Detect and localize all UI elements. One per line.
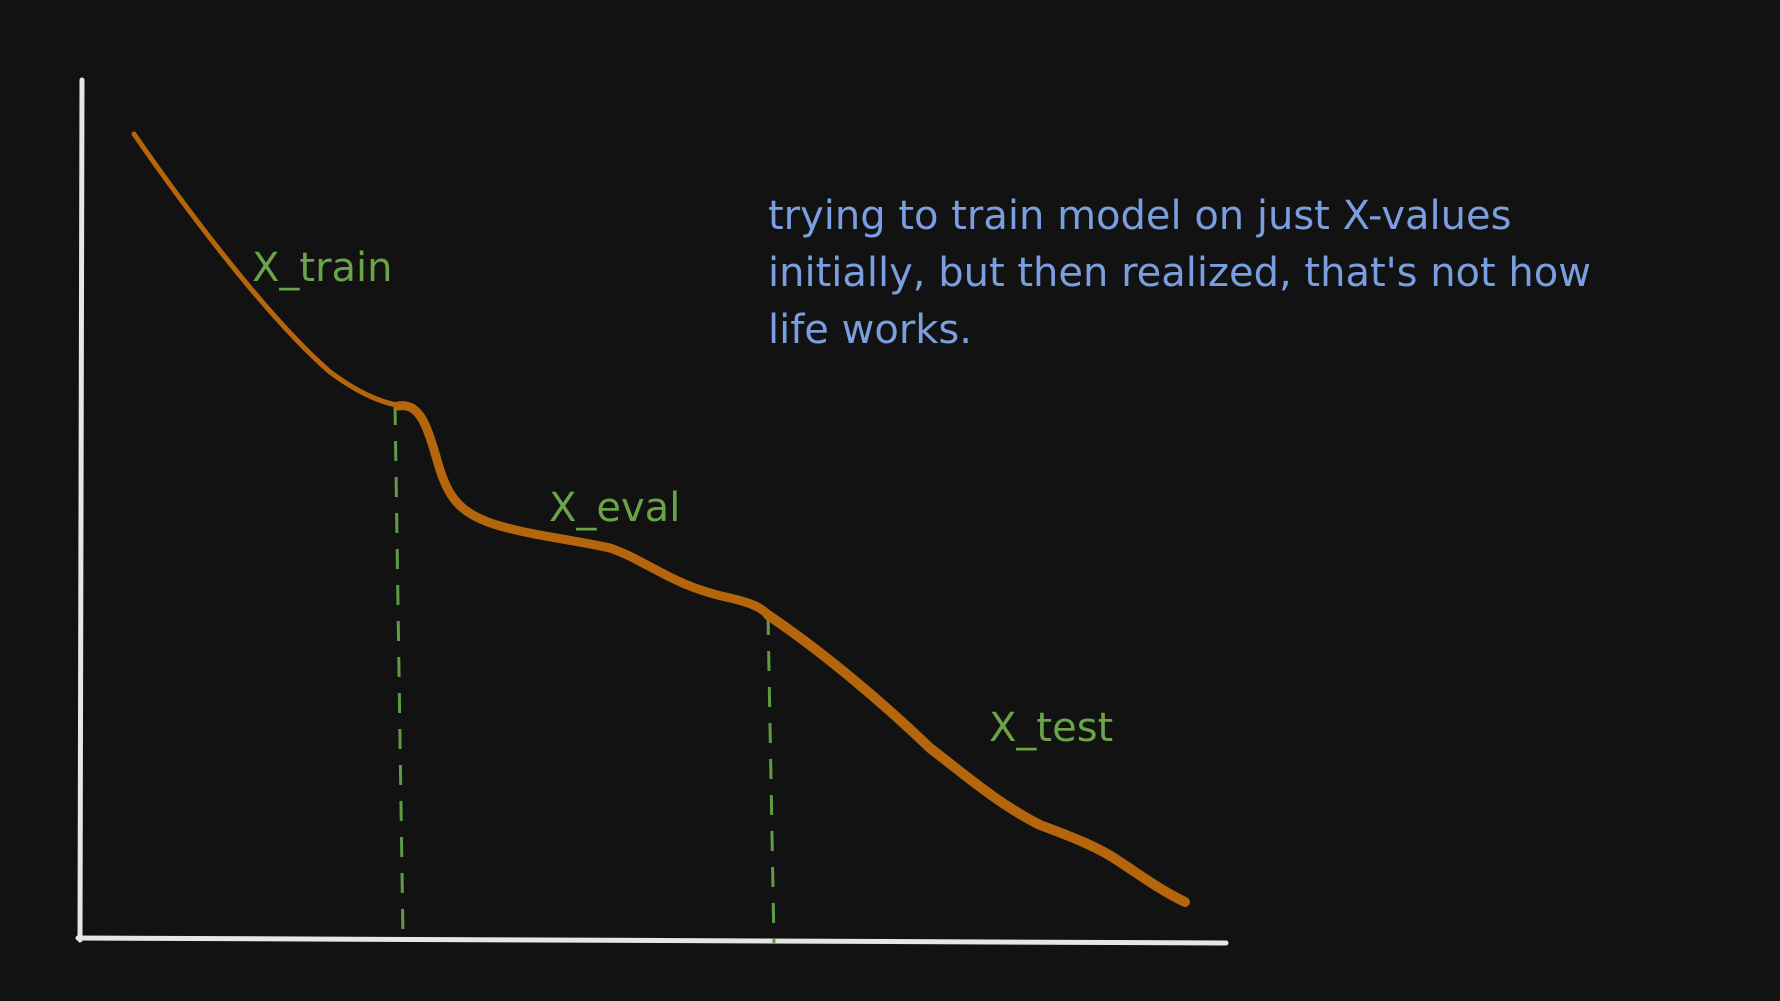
- annotation-line-2: initially, but then realized, that's not…: [768, 250, 1591, 296]
- annotation-line-1: trying to train model on just X-values: [768, 193, 1512, 239]
- x-axis: [75, 935, 1229, 946]
- eval-curve-segment: [393, 401, 773, 620]
- x-test-label: X_test: [989, 705, 1114, 751]
- annotation-note: trying to train model on just X-values i…: [768, 188, 1768, 359]
- x-eval-label: X_eval: [549, 485, 681, 531]
- x-train-label: X_train: [252, 245, 393, 291]
- y-axis: [77, 77, 85, 943]
- test-curve-segment: [763, 610, 1190, 907]
- annotation-line-3: life works.: [768, 307, 972, 353]
- train-eval-split-line: [393, 404, 405, 939]
- train-curve-segment: [131, 131, 408, 409]
- eval-test-split-line: [766, 614, 776, 945]
